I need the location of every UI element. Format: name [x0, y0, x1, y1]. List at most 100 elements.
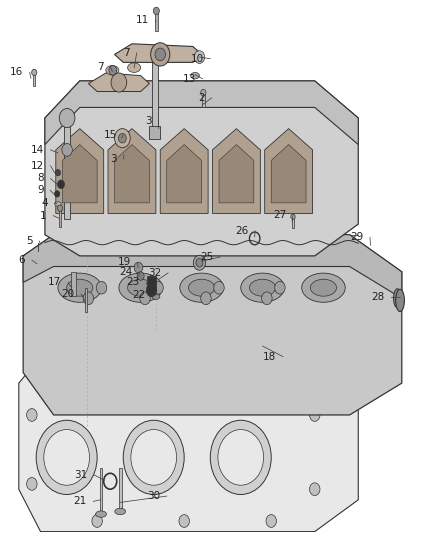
Text: 11: 11 [136, 15, 149, 25]
Circle shape [131, 430, 177, 485]
Polygon shape [62, 144, 97, 203]
Circle shape [44, 430, 89, 485]
Ellipse shape [106, 66, 119, 75]
Ellipse shape [393, 289, 401, 308]
Text: 7: 7 [97, 62, 104, 71]
Text: 7: 7 [124, 48, 130, 58]
Text: 12: 12 [31, 161, 44, 171]
Circle shape [36, 420, 97, 495]
Text: 32: 32 [148, 268, 162, 278]
Ellipse shape [180, 273, 223, 302]
Ellipse shape [302, 273, 345, 302]
Polygon shape [23, 235, 402, 415]
Polygon shape [45, 81, 358, 256]
Circle shape [92, 515, 102, 527]
Polygon shape [212, 128, 260, 214]
Circle shape [201, 292, 211, 305]
Text: 3: 3 [110, 154, 117, 164]
Polygon shape [88, 73, 149, 92]
Circle shape [92, 377, 102, 390]
Polygon shape [19, 357, 358, 531]
Polygon shape [115, 144, 149, 203]
Circle shape [266, 377, 276, 390]
Text: 5: 5 [26, 236, 33, 246]
Polygon shape [115, 44, 201, 62]
Circle shape [201, 90, 206, 96]
Circle shape [151, 43, 170, 66]
Circle shape [83, 292, 94, 305]
Circle shape [54, 191, 60, 197]
Circle shape [134, 262, 143, 273]
Circle shape [196, 259, 203, 267]
Bar [64, 118, 70, 219]
Circle shape [291, 214, 295, 219]
Circle shape [118, 133, 126, 143]
Text: 31: 31 [74, 470, 88, 480]
Ellipse shape [152, 294, 160, 300]
Text: 2: 2 [198, 93, 205, 103]
Circle shape [140, 292, 150, 305]
Text: 10: 10 [191, 54, 204, 63]
Ellipse shape [67, 279, 93, 296]
Polygon shape [56, 128, 104, 214]
Text: 19: 19 [118, 257, 131, 267]
Polygon shape [45, 81, 358, 144]
Circle shape [266, 515, 276, 527]
Text: 26: 26 [235, 226, 249, 236]
Circle shape [179, 377, 189, 390]
Ellipse shape [119, 273, 162, 302]
Text: 21: 21 [74, 496, 87, 506]
Text: 8: 8 [37, 173, 44, 183]
Text: 6: 6 [19, 255, 25, 265]
Ellipse shape [250, 279, 276, 296]
Polygon shape [265, 128, 313, 214]
Ellipse shape [127, 63, 141, 72]
Circle shape [153, 7, 159, 14]
Circle shape [275, 281, 285, 294]
Polygon shape [219, 144, 254, 203]
Ellipse shape [55, 202, 61, 206]
Text: 15: 15 [103, 130, 117, 140]
Text: 18: 18 [263, 352, 276, 361]
Polygon shape [23, 235, 402, 298]
Circle shape [109, 66, 117, 75]
Polygon shape [108, 128, 156, 214]
Ellipse shape [115, 508, 126, 515]
Text: 24: 24 [120, 267, 133, 277]
Text: 29: 29 [350, 232, 364, 243]
Text: 3: 3 [145, 116, 152, 126]
Ellipse shape [127, 279, 154, 296]
Circle shape [193, 255, 205, 270]
Ellipse shape [241, 273, 284, 302]
Circle shape [57, 180, 64, 189]
Circle shape [111, 73, 127, 92]
Bar [292, 217, 294, 228]
Circle shape [55, 169, 60, 176]
Text: 13: 13 [183, 74, 196, 84]
Bar [119, 468, 121, 511]
Circle shape [59, 109, 75, 127]
Text: 20: 20 [61, 289, 74, 299]
Circle shape [310, 409, 320, 421]
Text: 25: 25 [201, 252, 214, 262]
Bar [100, 468, 102, 513]
Circle shape [62, 143, 72, 156]
Ellipse shape [191, 72, 199, 79]
Ellipse shape [396, 289, 404, 312]
Bar [155, 12, 158, 30]
Text: 16: 16 [10, 68, 23, 77]
Ellipse shape [188, 279, 215, 296]
Ellipse shape [311, 279, 336, 296]
Circle shape [27, 409, 37, 421]
Text: 1: 1 [40, 211, 47, 221]
Bar [202, 94, 205, 108]
Circle shape [123, 420, 184, 495]
Text: 22: 22 [132, 289, 145, 300]
Polygon shape [160, 128, 208, 214]
Bar [149, 126, 160, 139]
Circle shape [96, 281, 107, 294]
Bar [152, 54, 158, 128]
Circle shape [32, 69, 37, 76]
Circle shape [115, 128, 130, 148]
Circle shape [146, 284, 157, 297]
